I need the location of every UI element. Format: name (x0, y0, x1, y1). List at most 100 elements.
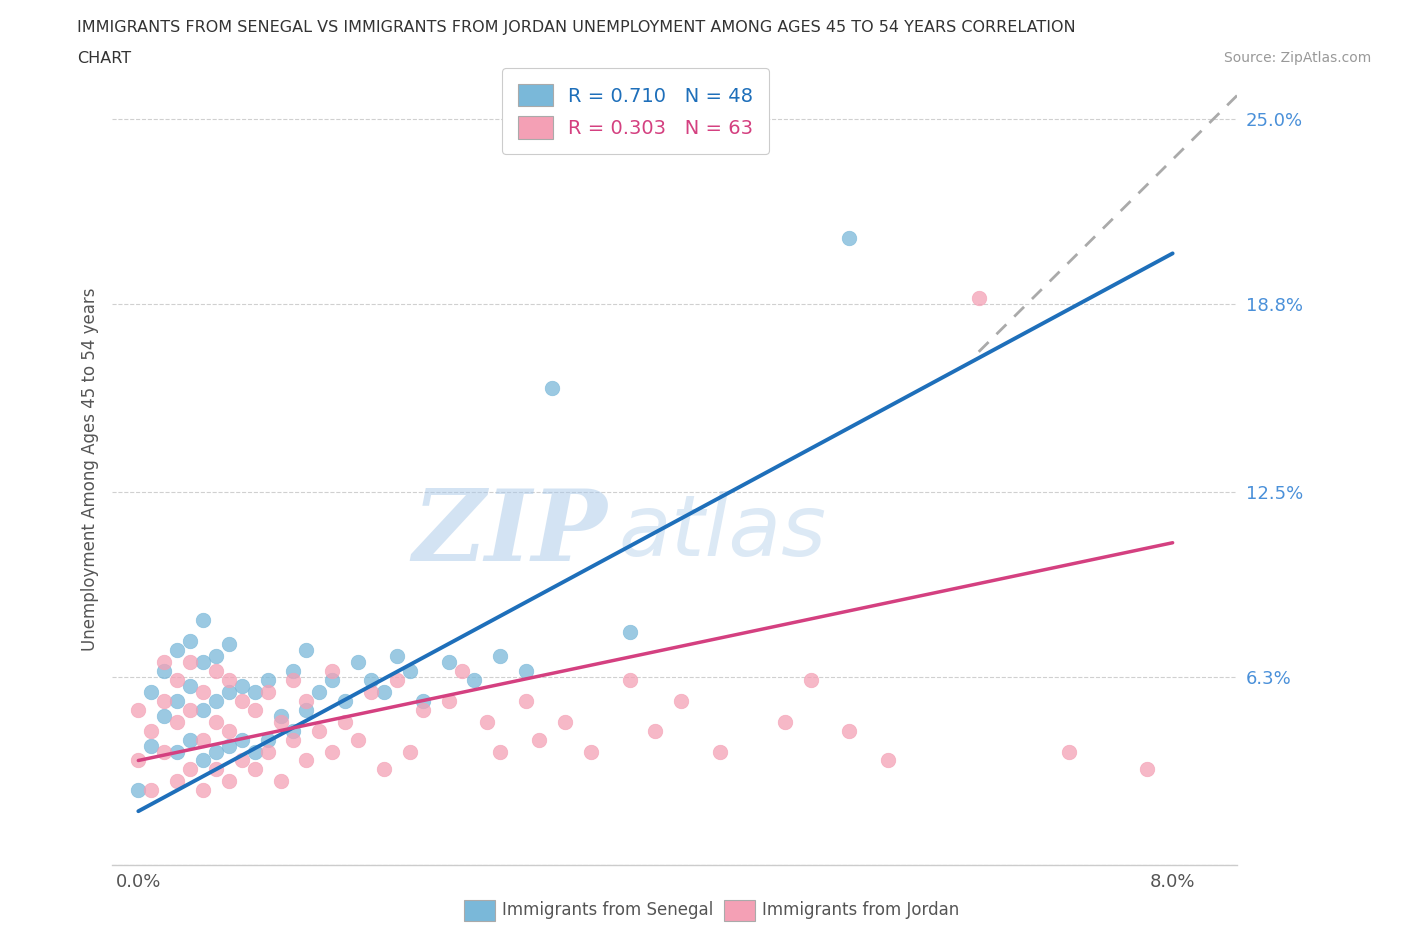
Point (283, 732, 305, 747)
Point (398, 664, 420, 679)
Point (256, 744, 278, 759)
Point (1136, 762, 1159, 777)
Point (166, 672, 188, 687)
Point (191, 655, 214, 670)
Point (153, 709, 176, 724)
Point (437, 694, 460, 709)
Point (270, 709, 292, 724)
Point (477, 714, 499, 729)
Text: atlas: atlas (619, 491, 827, 575)
Point (295, 694, 318, 709)
Point (127, 783, 149, 798)
Point (579, 744, 602, 759)
Point (205, 714, 228, 729)
Point (308, 724, 330, 738)
FancyBboxPatch shape (464, 900, 495, 921)
Point (191, 613, 214, 628)
Point (773, 714, 796, 729)
Point (218, 672, 240, 687)
Point (877, 753, 900, 768)
Point (967, 291, 990, 306)
Point (179, 732, 201, 747)
Point (373, 762, 395, 777)
Point (205, 744, 228, 759)
Point (489, 744, 512, 759)
Point (398, 744, 420, 759)
Point (671, 694, 693, 709)
Point (243, 762, 266, 777)
Point (619, 625, 641, 640)
Text: Source: ZipAtlas.com: Source: ZipAtlas.com (1223, 51, 1371, 65)
Text: IMMIGRANTS FROM SENEGAL VS IMMIGRANTS FROM JORDAN UNEMPLOYMENT AMONG AGES 45 TO : IMMIGRANTS FROM SENEGAL VS IMMIGRANTS FR… (77, 20, 1076, 35)
Point (360, 672, 382, 687)
Point (166, 714, 188, 729)
Point (179, 679, 201, 694)
Point (838, 724, 860, 738)
Point (412, 702, 434, 717)
Point (153, 694, 176, 709)
Point (321, 664, 343, 679)
Point (619, 672, 641, 687)
Point (515, 694, 537, 709)
Point (191, 702, 214, 717)
Text: Immigrants from Jordan: Immigrants from Jordan (762, 900, 959, 919)
Point (1057, 744, 1080, 759)
Point (412, 694, 434, 709)
Point (385, 672, 408, 687)
Point (554, 714, 576, 729)
Point (153, 664, 176, 679)
Point (153, 655, 176, 670)
Point (179, 633, 201, 648)
Point (463, 672, 485, 687)
Point (308, 684, 330, 699)
Text: CHART: CHART (77, 51, 131, 66)
Point (450, 664, 472, 679)
Point (243, 702, 266, 717)
Point (218, 738, 240, 753)
Point (709, 744, 731, 759)
Point (243, 684, 266, 699)
Point (191, 783, 214, 798)
Point (231, 694, 253, 709)
Point (347, 732, 370, 747)
Point (179, 655, 201, 670)
Legend: R = 0.710   N = 48, R = 0.303   N = 63: R = 0.710 N = 48, R = 0.303 N = 63 (502, 68, 769, 154)
Point (231, 732, 253, 747)
Point (283, 672, 305, 687)
Point (527, 732, 550, 747)
Point (191, 753, 214, 768)
Point (205, 694, 228, 709)
Point (335, 714, 357, 729)
Point (295, 753, 318, 768)
Point (218, 724, 240, 738)
Point (179, 762, 201, 777)
Point (243, 744, 266, 759)
Point (270, 774, 292, 789)
Point (321, 672, 343, 687)
Point (373, 684, 395, 699)
Point (166, 694, 188, 709)
Point (256, 684, 278, 699)
Point (127, 753, 149, 768)
Point (256, 672, 278, 687)
Point (541, 380, 564, 395)
Point (231, 679, 253, 694)
Point (295, 643, 318, 658)
Point (141, 783, 163, 798)
Point (141, 684, 163, 699)
Point (218, 684, 240, 699)
Point (218, 637, 240, 652)
Point (838, 231, 860, 246)
Text: ZIP: ZIP (412, 485, 607, 581)
Point (295, 702, 318, 717)
Point (141, 738, 163, 753)
Point (347, 655, 370, 670)
Point (205, 762, 228, 777)
Point (644, 724, 666, 738)
Point (256, 732, 278, 747)
Point (179, 702, 201, 717)
Point (489, 648, 512, 663)
Point (800, 672, 823, 687)
Point (205, 664, 228, 679)
Point (166, 744, 188, 759)
